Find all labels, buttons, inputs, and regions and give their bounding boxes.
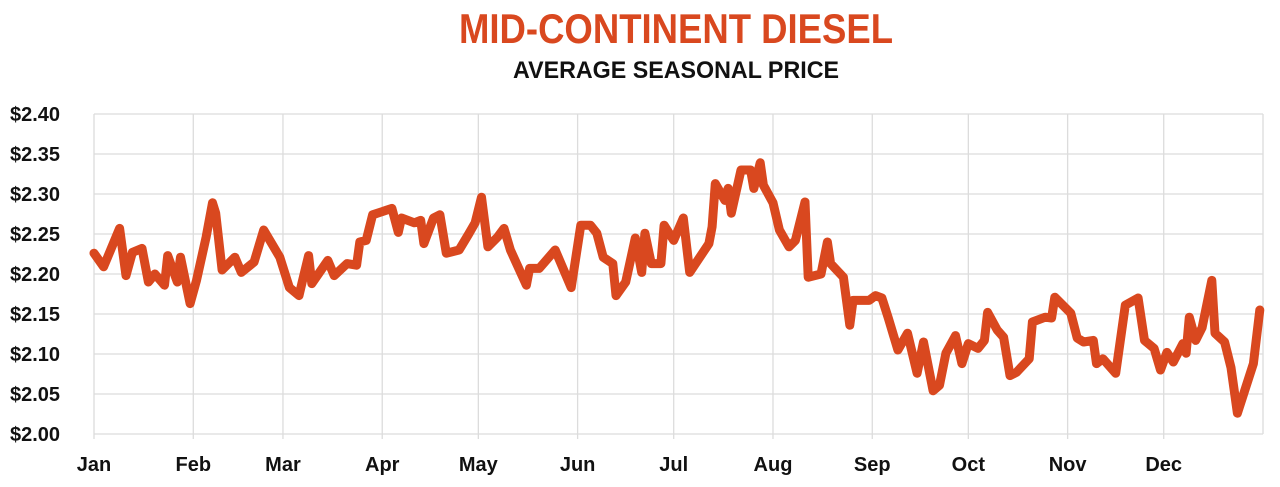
- y-tick-label: $2.35: [10, 144, 60, 166]
- x-tick-label: Mar: [265, 454, 301, 476]
- x-tick-label: Feb: [176, 454, 212, 476]
- x-tick-label: May: [459, 454, 499, 476]
- y-tick-label: $2.25: [10, 224, 60, 246]
- y-tick-label: $2.30: [10, 184, 60, 206]
- y-tick-label: $2.15: [10, 304, 60, 326]
- y-tick-label: $2.20: [10, 264, 60, 286]
- x-tick-label: Jun: [560, 454, 596, 476]
- y-axis: $2.00 $2.05 $2.10 $2.15 $2.20 $2.25 $2.30 $2.35…: [10, 104, 60, 446]
- x-axis: Jan Feb Mar Apr May Jun Jul Aug Sep Oct Nov Dec: [77, 454, 1182, 476]
- x-tick-label: Nov: [1049, 454, 1088, 476]
- gridlines: [93, 113, 1264, 439]
- chart-subtitle: AVERAGE SEASONAL PRICE: [513, 57, 839, 84]
- y-tick-label: $2.40: [10, 104, 60, 126]
- price-line: [89, 158, 1265, 418]
- x-tick-label: Apr: [365, 454, 400, 476]
- series: [89, 158, 1265, 418]
- x-tick-label: Dec: [1145, 454, 1182, 476]
- x-tick-label: Jan: [77, 454, 111, 476]
- x-tick-label: Sep: [854, 454, 891, 476]
- x-tick-label: Aug: [754, 454, 793, 476]
- y-tick-label: $2.10: [10, 344, 60, 366]
- x-tick-label: Oct: [952, 454, 986, 476]
- x-tick-label: Jul: [659, 454, 688, 476]
- y-tick-label: $2.05: [10, 384, 60, 406]
- y-tick-label: $2.00: [10, 424, 60, 446]
- chart-title: MID-CONTINENT DIESEL: [459, 5, 893, 52]
